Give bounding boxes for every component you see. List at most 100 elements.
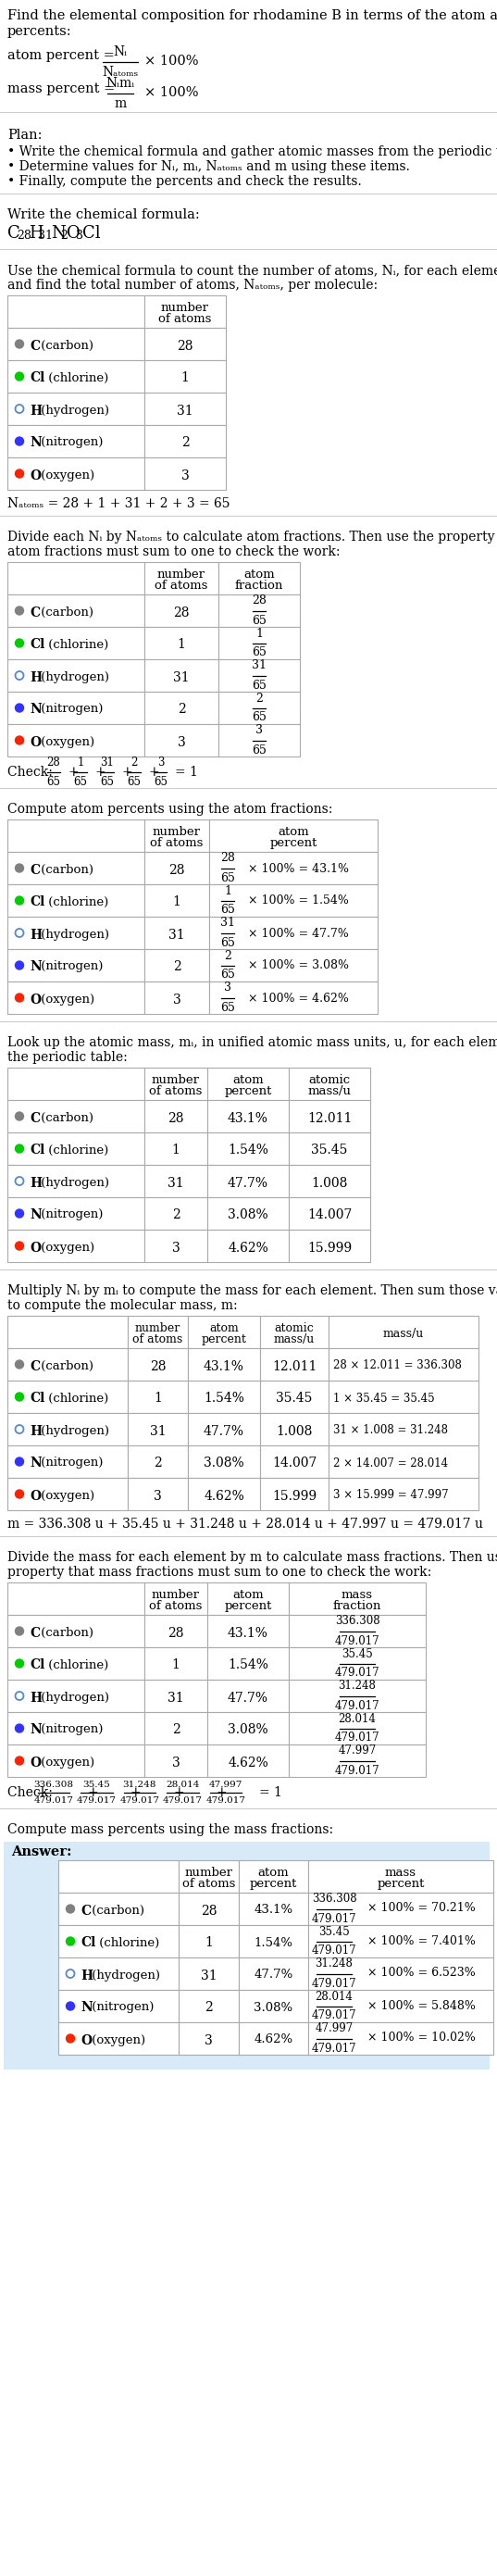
Text: (carbon): (carbon) bbox=[88, 1904, 144, 1917]
Text: 3: 3 bbox=[255, 724, 263, 737]
Bar bbox=[289, 1066, 370, 1100]
Bar bbox=[188, 1479, 260, 1510]
Bar bbox=[7, 948, 145, 981]
Bar bbox=[188, 1347, 260, 1381]
Text: 35.45: 35.45 bbox=[319, 1924, 350, 1937]
Text: 31: 31 bbox=[173, 670, 189, 683]
Text: mass: mass bbox=[341, 1589, 373, 1600]
Text: H: H bbox=[30, 1425, 42, 1437]
Text: number: number bbox=[158, 569, 205, 580]
Circle shape bbox=[15, 1144, 23, 1154]
Text: = 1: = 1 bbox=[175, 765, 198, 778]
Text: number: number bbox=[152, 1074, 200, 1087]
Bar bbox=[289, 1680, 426, 1713]
Bar bbox=[128, 1347, 188, 1381]
Text: m: m bbox=[114, 98, 126, 111]
Bar bbox=[145, 1198, 207, 1229]
Bar bbox=[7, 819, 145, 853]
Bar bbox=[145, 1615, 207, 1646]
Text: (chlorine): (chlorine) bbox=[44, 1144, 108, 1157]
Text: × 100%: × 100% bbox=[145, 85, 198, 98]
Text: × 100% = 70.21%: × 100% = 70.21% bbox=[364, 1901, 476, 1914]
Bar bbox=[188, 1381, 260, 1414]
Text: (hydrogen): (hydrogen) bbox=[37, 404, 109, 417]
Bar bbox=[207, 1164, 289, 1198]
Bar bbox=[145, 693, 218, 724]
Bar bbox=[145, 392, 226, 425]
Bar bbox=[128, 1414, 188, 1445]
Text: C: C bbox=[30, 1625, 40, 1638]
Text: 1.54%: 1.54% bbox=[228, 1144, 268, 1157]
Text: percent: percent bbox=[377, 1878, 424, 1891]
Text: 65: 65 bbox=[252, 744, 266, 755]
Bar bbox=[329, 1414, 479, 1445]
Bar bbox=[218, 595, 300, 626]
Text: 47.7%: 47.7% bbox=[254, 1968, 293, 1981]
Text: Divide each Nᵢ by Nₐₜₒₘₛ to calculate atom fractions. Then use the property that: Divide each Nᵢ by Nₐₜₒₘₛ to calculate at… bbox=[7, 531, 497, 544]
Bar bbox=[7, 296, 145, 327]
Bar bbox=[145, 327, 226, 361]
Text: 1.008: 1.008 bbox=[276, 1425, 313, 1437]
Text: 1: 1 bbox=[205, 1937, 213, 1950]
Text: 1.54%: 1.54% bbox=[254, 1937, 293, 1947]
Text: mass/u: mass/u bbox=[383, 1327, 424, 1340]
Text: 65: 65 bbox=[220, 938, 235, 948]
Circle shape bbox=[15, 404, 23, 412]
Bar bbox=[329, 1479, 479, 1510]
Bar bbox=[145, 595, 218, 626]
Text: Look up the atomic mass, mᵢ, in unified atomic mass units, u, for each element i: Look up the atomic mass, mᵢ, in unified … bbox=[7, 1036, 497, 1048]
Bar bbox=[209, 853, 378, 884]
Text: 47.997: 47.997 bbox=[315, 2022, 353, 2035]
Bar bbox=[207, 1744, 289, 1777]
Text: fraction: fraction bbox=[235, 580, 283, 592]
Text: H: H bbox=[29, 224, 44, 242]
Text: 12.011: 12.011 bbox=[307, 1113, 352, 1126]
Bar bbox=[7, 1198, 145, 1229]
Text: 3: 3 bbox=[205, 2035, 213, 2048]
Text: atom fractions must sum to one to check the work:: atom fractions must sum to one to check … bbox=[7, 546, 340, 559]
Text: N: N bbox=[30, 1458, 41, 1471]
Text: Cl: Cl bbox=[81, 1937, 96, 1950]
Text: 3: 3 bbox=[154, 1489, 162, 1502]
Text: 1: 1 bbox=[224, 884, 232, 896]
Text: mass/u: mass/u bbox=[308, 1084, 351, 1097]
Text: (oxygen): (oxygen) bbox=[37, 1242, 94, 1255]
Bar bbox=[209, 884, 378, 917]
Text: • Finally, compute the percents and check the results.: • Finally, compute the percents and chec… bbox=[7, 175, 362, 188]
Circle shape bbox=[15, 1628, 23, 1636]
Text: 65: 65 bbox=[252, 711, 266, 724]
Circle shape bbox=[15, 1489, 23, 1499]
Text: (nitrogen): (nitrogen) bbox=[88, 2002, 154, 2014]
Text: Cl: Cl bbox=[30, 371, 45, 384]
Text: to compute the molecular mass, m:: to compute the molecular mass, m: bbox=[7, 1298, 238, 1311]
Text: 1: 1 bbox=[172, 896, 181, 909]
Text: 2: 2 bbox=[205, 2002, 213, 2014]
Text: Write the chemical formula:: Write the chemical formula: bbox=[7, 209, 200, 222]
Text: C: C bbox=[30, 863, 40, 876]
Text: 28: 28 bbox=[252, 595, 266, 608]
Bar bbox=[188, 1445, 260, 1479]
Text: 31.248: 31.248 bbox=[315, 1958, 353, 1971]
Bar bbox=[289, 1100, 370, 1133]
Text: (carbon): (carbon) bbox=[37, 1113, 93, 1123]
Text: (chlorine): (chlorine) bbox=[44, 639, 108, 652]
Text: 1: 1 bbox=[181, 371, 189, 384]
Text: 4.62%: 4.62% bbox=[228, 1242, 268, 1255]
Bar bbox=[289, 1164, 370, 1198]
Text: = 1: = 1 bbox=[259, 1785, 282, 1798]
Bar bbox=[218, 693, 300, 724]
Bar bbox=[260, 1316, 329, 1347]
Text: 47.997: 47.997 bbox=[338, 1744, 376, 1757]
Text: (nitrogen): (nitrogen) bbox=[37, 1458, 103, 1468]
Bar bbox=[7, 693, 145, 724]
Text: (hydrogen): (hydrogen) bbox=[88, 1968, 160, 1981]
Text: 479.017: 479.017 bbox=[206, 1795, 246, 1806]
Text: × 100% = 10.02%: × 100% = 10.02% bbox=[364, 2032, 476, 2043]
Text: percent: percent bbox=[224, 1600, 272, 1613]
Text: 1: 1 bbox=[177, 639, 185, 652]
Text: 1: 1 bbox=[77, 757, 84, 768]
Bar bbox=[7, 1100, 145, 1133]
Text: (nitrogen): (nitrogen) bbox=[37, 703, 103, 716]
Bar bbox=[145, 724, 218, 757]
Bar bbox=[178, 1893, 239, 1924]
